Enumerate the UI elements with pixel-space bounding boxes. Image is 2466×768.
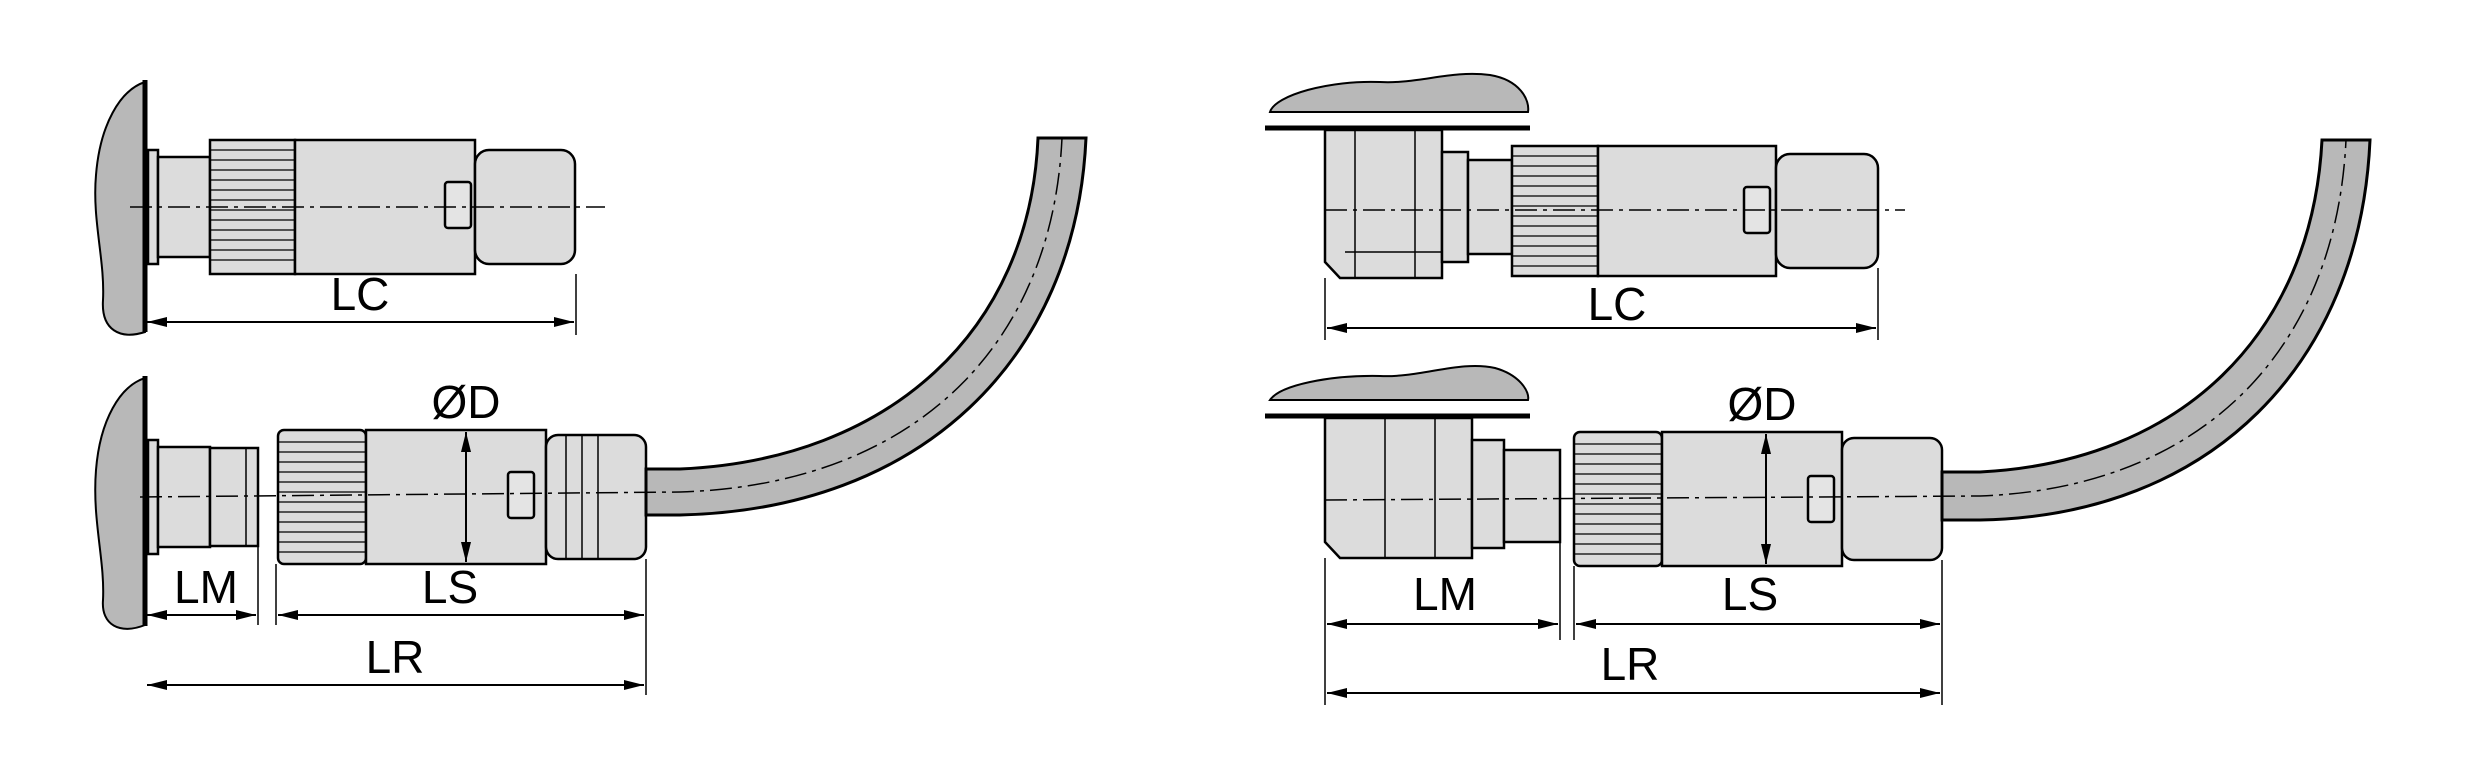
right-od-label: ØD [1728, 378, 1797, 430]
left-cable [644, 136, 1088, 517]
left-lm-label: LM [174, 561, 238, 613]
right-top-knurl [1512, 155, 1598, 267]
left-bottom-wall [94, 376, 146, 630]
right-bottom-assembly: ØD LM LS LR [1265, 138, 2372, 705]
right-bottom-wall [1268, 364, 1530, 401]
right-bottom-knurl [1574, 443, 1662, 555]
right-lm-label: LM [1413, 568, 1477, 620]
right-lr-label: LR [1601, 638, 1660, 690]
left-lc-label: LC [331, 268, 390, 320]
right-ls-label: LS [1722, 568, 1778, 620]
left-lr-label: LR [366, 631, 425, 683]
left-top-knurl [210, 149, 295, 261]
right-cable [1940, 138, 2372, 522]
left-bottom-assembly: ØD LM LS LR [94, 136, 1088, 695]
left-top-wall [94, 80, 146, 336]
left-ls-label: LS [422, 561, 478, 613]
right-lc-label: LC [1588, 278, 1647, 330]
left-bottom-knurl [278, 441, 366, 553]
left-top-assembly: LC [94, 80, 605, 336]
right-top-assembly: LC [1265, 72, 1905, 340]
left-od-label: ØD [432, 376, 501, 428]
right-top-wall [1268, 72, 1530, 113]
